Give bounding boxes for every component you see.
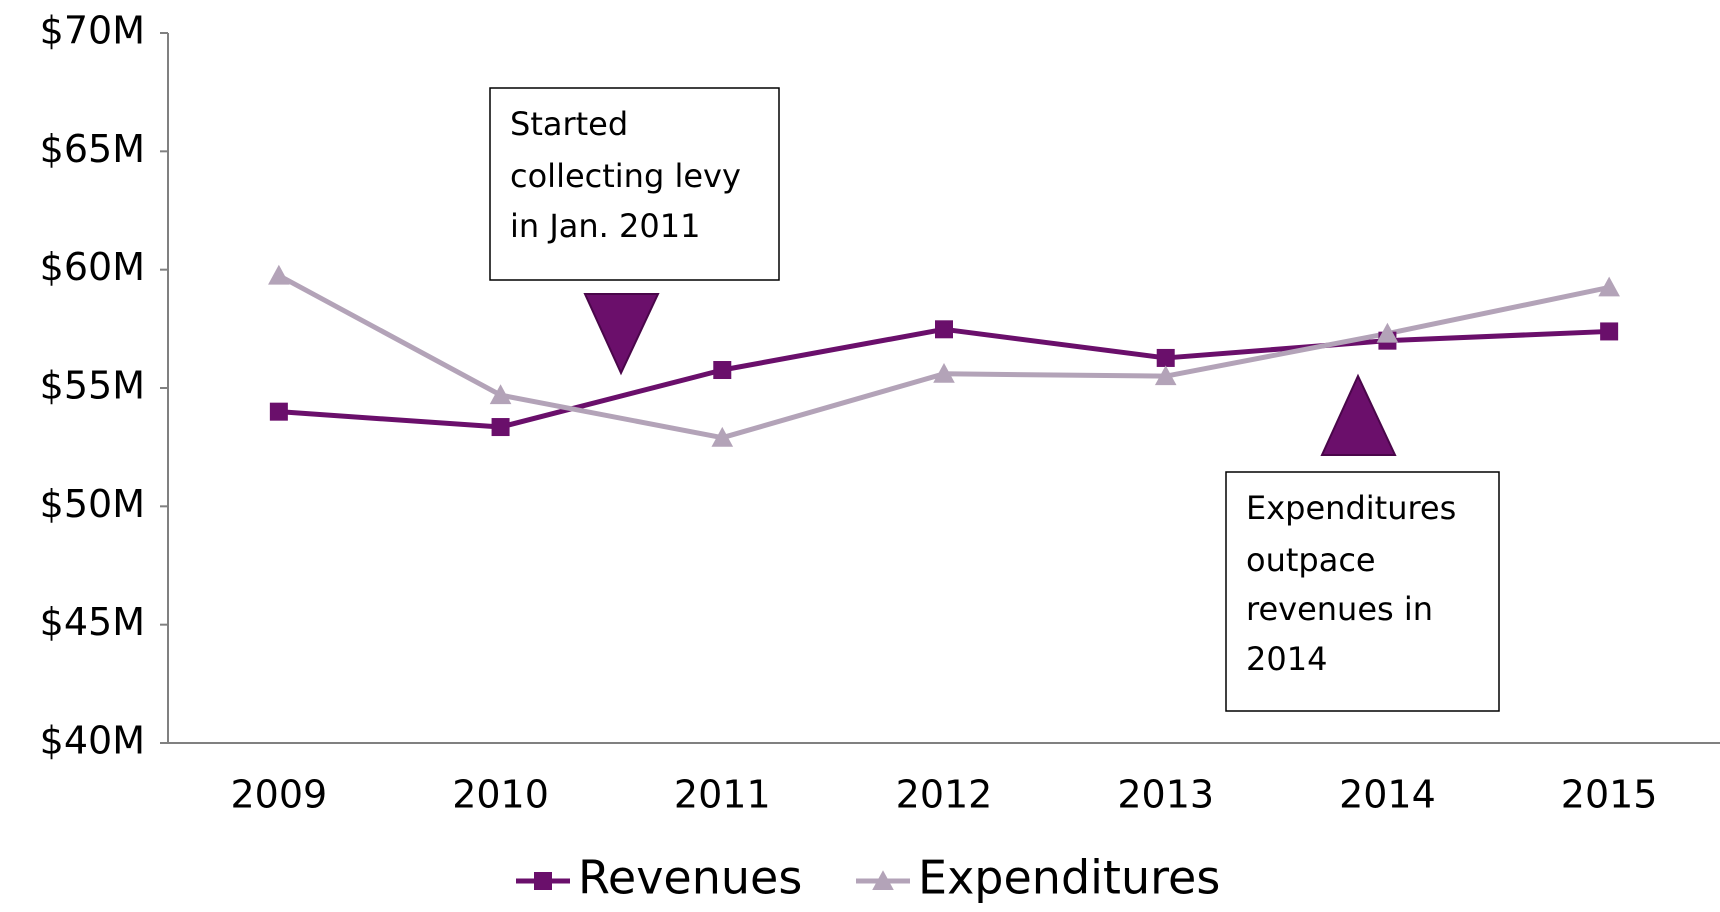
y-tick-label: $55M	[40, 364, 145, 408]
legend-item: Expenditures	[856, 851, 1220, 905]
data-point	[489, 384, 512, 405]
x-tick-label: 2009	[230, 773, 327, 817]
annotation-text: revenues in	[1246, 590, 1433, 628]
annotation-text: collecting levy	[510, 157, 741, 195]
data-point	[1598, 276, 1620, 297]
annotation-text: outpace	[1246, 541, 1376, 579]
x-tick-label: 2012	[896, 773, 993, 817]
y-tick-label: $70M	[40, 9, 145, 53]
data-point	[269, 402, 288, 421]
series-line	[277, 273, 1610, 441]
y-tick-label: $60M	[40, 245, 145, 289]
annotation-text: in Jan. 2011	[510, 207, 700, 245]
annotation-text: Started	[510, 105, 628, 143]
annotation-box	[1225, 471, 1500, 712]
y-tick-label: $65M	[40, 127, 145, 171]
data-point	[268, 264, 290, 285]
data-point	[1600, 322, 1619, 341]
y-tick-label: $45M	[40, 600, 145, 644]
legend-item: Revenues	[516, 851, 802, 905]
annotation-2: Expenditures outpace revenues in 2014	[1225, 373, 1500, 712]
data-point	[1156, 348, 1175, 367]
legend-marker	[872, 870, 894, 890]
x-tick-label: 2011	[674, 773, 771, 817]
x-tick-label: 2013	[1117, 773, 1214, 817]
x-tick-label: 2010	[452, 773, 549, 817]
x-tick-label: 2015	[1561, 773, 1658, 817]
annotation-box	[489, 87, 780, 281]
annotation-arrow	[583, 293, 660, 376]
annotation-arrow	[1320, 373, 1397, 456]
annotation-1: Started collecting levy in Jan. 2011	[489, 87, 780, 376]
data-point	[933, 363, 955, 383]
legend-label: Expenditures	[918, 851, 1220, 905]
annotation-text: Expenditures	[1246, 489, 1456, 527]
annotation-text: 2014	[1246, 640, 1327, 678]
y-tick-label: $40M	[40, 719, 145, 763]
legend-marker	[534, 872, 552, 890]
data-point	[1376, 322, 1399, 343]
data-point	[713, 361, 732, 380]
y-tick-label: $50M	[40, 482, 145, 526]
data-point	[711, 426, 734, 447]
data-point	[1154, 365, 1177, 386]
data-point	[935, 320, 953, 339]
data-point	[491, 418, 510, 437]
x-tick-label: 2014	[1339, 773, 1436, 817]
legend-label: Revenues	[578, 851, 802, 905]
